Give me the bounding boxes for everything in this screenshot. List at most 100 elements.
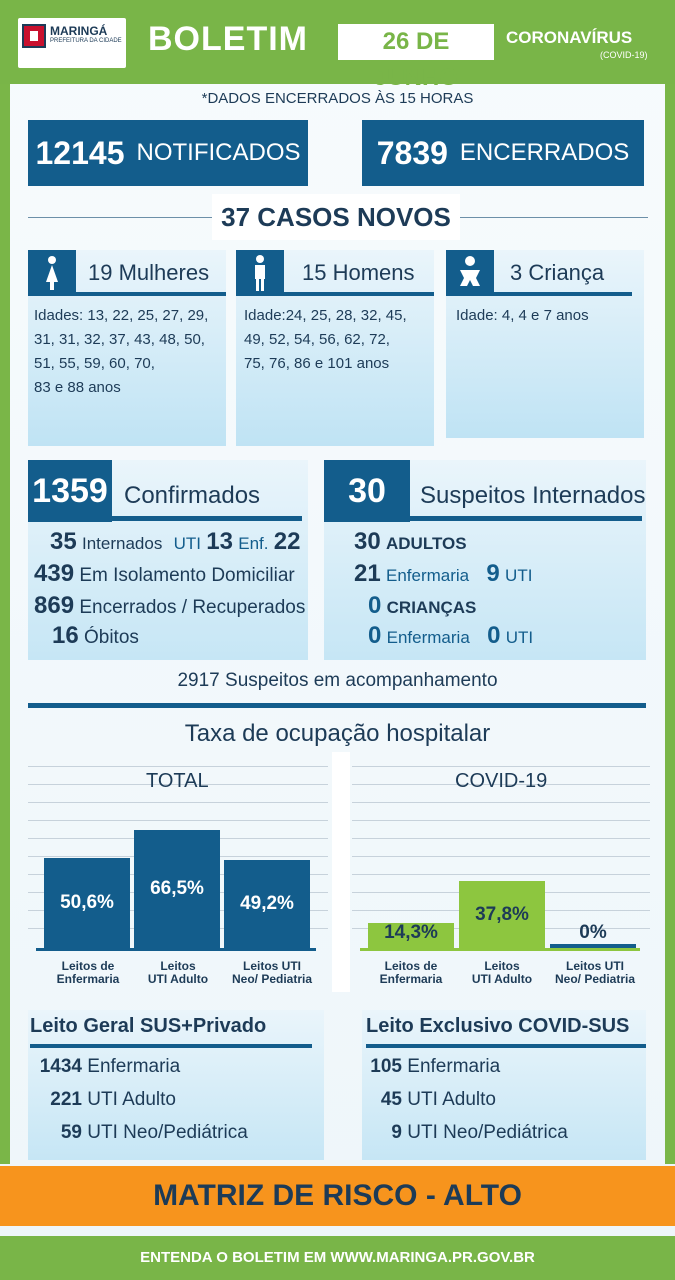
children-title: 3 Criança	[510, 260, 605, 285]
woman-icon	[28, 250, 76, 296]
bed-type: Enfermaria	[87, 1056, 181, 1077]
left-border	[0, 84, 10, 1164]
notified-count: 12145	[35, 134, 125, 171]
men-ages-line: Idade:24, 25, 28, 32, 45,	[244, 307, 407, 324]
bed-type: UTI Neo/Pediátrica	[87, 1122, 248, 1143]
chart-bar-label: 49,2%	[240, 893, 294, 914]
man-icon	[236, 250, 284, 296]
chart-bar-neo-icu: 49,2%	[224, 860, 310, 948]
bed-count: 45	[380, 1089, 402, 1110]
list-item: 105 Enfermaria	[366, 1056, 500, 1078]
bed-count: 105	[370, 1056, 402, 1077]
header: MARINGÁ PREFEITURA DA CIDADE BOLETIM 26 …	[0, 0, 675, 91]
gridline	[28, 784, 328, 785]
divider	[28, 703, 646, 708]
children-count: 0	[368, 592, 382, 619]
category-label: Leitos de Enfermaria	[44, 960, 132, 986]
children-beds-row: 0 Enfermaria 0 UTI	[368, 622, 533, 650]
bulletin-date: 26 DE JUNHO	[338, 24, 494, 91]
chart-bar-label: 37,8%	[475, 904, 529, 925]
notified-label: NOTIFICADOS	[136, 139, 301, 166]
women-title: 19 Mulheres	[88, 260, 210, 285]
category-label-line: Neo/ Pediatria	[231, 972, 313, 986]
bed-count: 59	[60, 1122, 82, 1143]
gridline	[352, 838, 650, 839]
gridline	[352, 856, 650, 857]
bed-count: 9	[391, 1122, 402, 1143]
closed-box: 7839 ENCERRADOS	[362, 120, 644, 186]
confirmed-underline	[112, 516, 302, 521]
gridline	[352, 766, 650, 767]
deaths-count: 16	[52, 622, 79, 649]
confirmed-panel: 1359 Confirmados 35 Internados UTI 13 En…	[28, 460, 308, 660]
general-beds-underline	[30, 1044, 312, 1048]
children-icu-label: UTI	[505, 628, 534, 647]
city-logo: MARINGÁ PREFEITURA DA CIDADE	[18, 18, 126, 68]
chart-bar-neo-icu: 0%	[550, 922, 636, 948]
list-item: 221 UTI Adulto	[30, 1089, 176, 1111]
children-row: 0 CRIANÇAS	[368, 592, 476, 620]
covid-beds-underline	[366, 1044, 646, 1048]
category-label-line: Leitos UTI	[242, 959, 301, 973]
bed-type: UTI Adulto	[407, 1089, 496, 1110]
category-label: Leitos UTI Adulto	[458, 960, 546, 986]
men-card: 15 Homens Idade:24, 25, 28, 32, 45, 49, …	[236, 250, 434, 446]
category-label-line: Leitos UTI	[565, 959, 624, 973]
women-ages: Idades: 13, 22, 25, 27, 29, 31, 31, 32, …	[34, 304, 208, 400]
chart-bar-adult-icu: 66,5%	[134, 830, 220, 948]
isolation-row: 439 Em Isolamento Domiciliar	[34, 560, 295, 588]
category-label-line: Enfermaria	[379, 972, 443, 986]
men-ages: Idade:24, 25, 28, 32, 45, 49, 52, 54, 56…	[244, 304, 407, 376]
gridline	[28, 766, 328, 767]
children-underline	[494, 292, 632, 296]
chart-bar-label: 66,5%	[150, 878, 204, 899]
adults-row: 30 ADULTOS	[354, 528, 467, 556]
category-label-line: Leitos de	[384, 959, 438, 973]
data-note: *DADOS ENCERRADOS ÀS 15 HORAS	[201, 90, 474, 107]
children-ward-count: 0	[368, 622, 382, 649]
women-ages-line: 51, 55, 59, 60, 70,	[34, 355, 155, 372]
gridline	[28, 802, 328, 803]
men-underline	[284, 292, 434, 296]
children-ages-line: Idade: 4, 4 e 7 anos	[456, 307, 589, 324]
children-label: CRIANÇAS	[386, 598, 477, 617]
hospitalized-count: 35	[50, 528, 77, 555]
total-chart-title: TOTAL	[146, 770, 209, 792]
city-seal-icon	[22, 24, 46, 48]
confirmed-count: 1359	[28, 460, 112, 522]
recovered-label: Encerrados / Recuperados	[79, 597, 306, 618]
notified-box: 12145 NOTIFICADOS	[28, 120, 308, 186]
bed-type: UTI Adulto	[87, 1089, 176, 1110]
adults-icu-label: UTI	[505, 566, 533, 585]
closed-label: ENCERRADOS	[459, 139, 630, 166]
risk-banner: MATRIZ DE RISCO - ALTO	[0, 1166, 675, 1226]
suspects-panel: 30 Suspeitos Internados 30 ADULTOS 21 En…	[324, 460, 646, 660]
gridline	[352, 874, 650, 875]
bed-type: UTI Neo/Pediátrica	[407, 1122, 568, 1143]
list-item: 9 UTI Neo/Pediátrica	[366, 1122, 568, 1144]
men-ages-line: 75, 76, 86 e 101 anos	[244, 355, 390, 372]
suspects-title: Suspeitos Internados	[420, 482, 646, 509]
logo-name: MARINGÁ	[50, 24, 108, 38]
ward-label: Enf.	[238, 534, 269, 553]
women-ages-line: 31, 31, 32, 37, 43, 48, 50,	[34, 331, 205, 348]
occupancy-title: Taxa de ocupação hospitalar	[184, 720, 491, 747]
adults-count: 30	[354, 528, 381, 555]
category-label: Leitos UTI Neo/ Pediatria	[545, 960, 645, 986]
adults-ward-label: Enfermaria	[385, 566, 470, 585]
list-item: 1434 Enfermaria	[30, 1056, 180, 1078]
gridline	[28, 820, 328, 821]
isolation-count: 439	[34, 560, 75, 587]
children-card: 3 Criança Idade: 4, 4 e 7 anos	[446, 250, 644, 438]
covid-chart-title: COVID-19	[455, 770, 548, 792]
closed-count: 7839	[376, 134, 448, 171]
category-label: Leitos UTI Adulto	[134, 960, 222, 986]
footer-link[interactable]: ENTENDA O BOLETIM EM WWW.MARINGA.PR.GOV.…	[0, 1236, 675, 1280]
icu-label: UTI	[173, 534, 201, 553]
topic-subtitle: (COVID-19)	[600, 50, 648, 60]
gridline	[352, 820, 650, 821]
adults-icu-count: 9	[486, 560, 500, 587]
category-label-line: Leitos	[160, 959, 196, 973]
baby-icon	[446, 250, 494, 296]
category-label-line: Leitos	[484, 959, 520, 973]
